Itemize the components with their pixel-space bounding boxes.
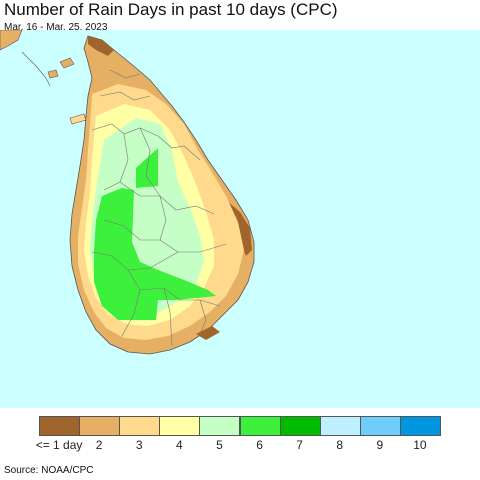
legend-swatch: [359, 416, 401, 436]
legend-tick-label: 8: [336, 438, 344, 452]
legend-swatch: [79, 416, 121, 436]
india-coast: [0, 30, 23, 51]
source-credit: Source: NOAA/CPC: [4, 465, 94, 476]
district-boundaries: [91, 69, 227, 347]
legend-swatch: [39, 416, 81, 436]
legend-swatch: [159, 416, 201, 436]
legend-swatch: [119, 416, 161, 436]
legend-tick-label: 4: [176, 438, 183, 452]
legend-tick-label: <= 1 day: [35, 438, 83, 452]
legend-tick-label: 3: [135, 438, 143, 452]
legend-swatch: [199, 416, 241, 436]
legend-swatch: [399, 416, 441, 436]
legend-colorbar: [39, 416, 441, 436]
legend-tick-label: 7: [296, 438, 303, 452]
legend-swatch: [319, 416, 361, 436]
mannar-island: [69, 113, 87, 125]
india-coast-line: [21, 51, 51, 87]
date-range: Mar. 16 - Mar. 25, 2023: [4, 22, 108, 33]
legend-tick-label: 9: [376, 438, 384, 452]
legend-swatch: [279, 416, 321, 436]
driest-south: [196, 326, 220, 340]
legend-tick-label: 5: [216, 438, 223, 452]
rain-days-map: [0, 30, 480, 408]
map-title: Number of Rain Days in past 10 days (CPC…: [4, 0, 338, 19]
jaffna-islands: [47, 57, 75, 79]
legend-tick-label: 2: [95, 438, 103, 452]
legend-tick-label: 10: [413, 438, 427, 452]
zone-6-days-main: [94, 188, 216, 320]
legend-tick-label: 6: [256, 438, 263, 452]
driest-north: [88, 36, 114, 56]
legend-swatch: [239, 416, 281, 436]
